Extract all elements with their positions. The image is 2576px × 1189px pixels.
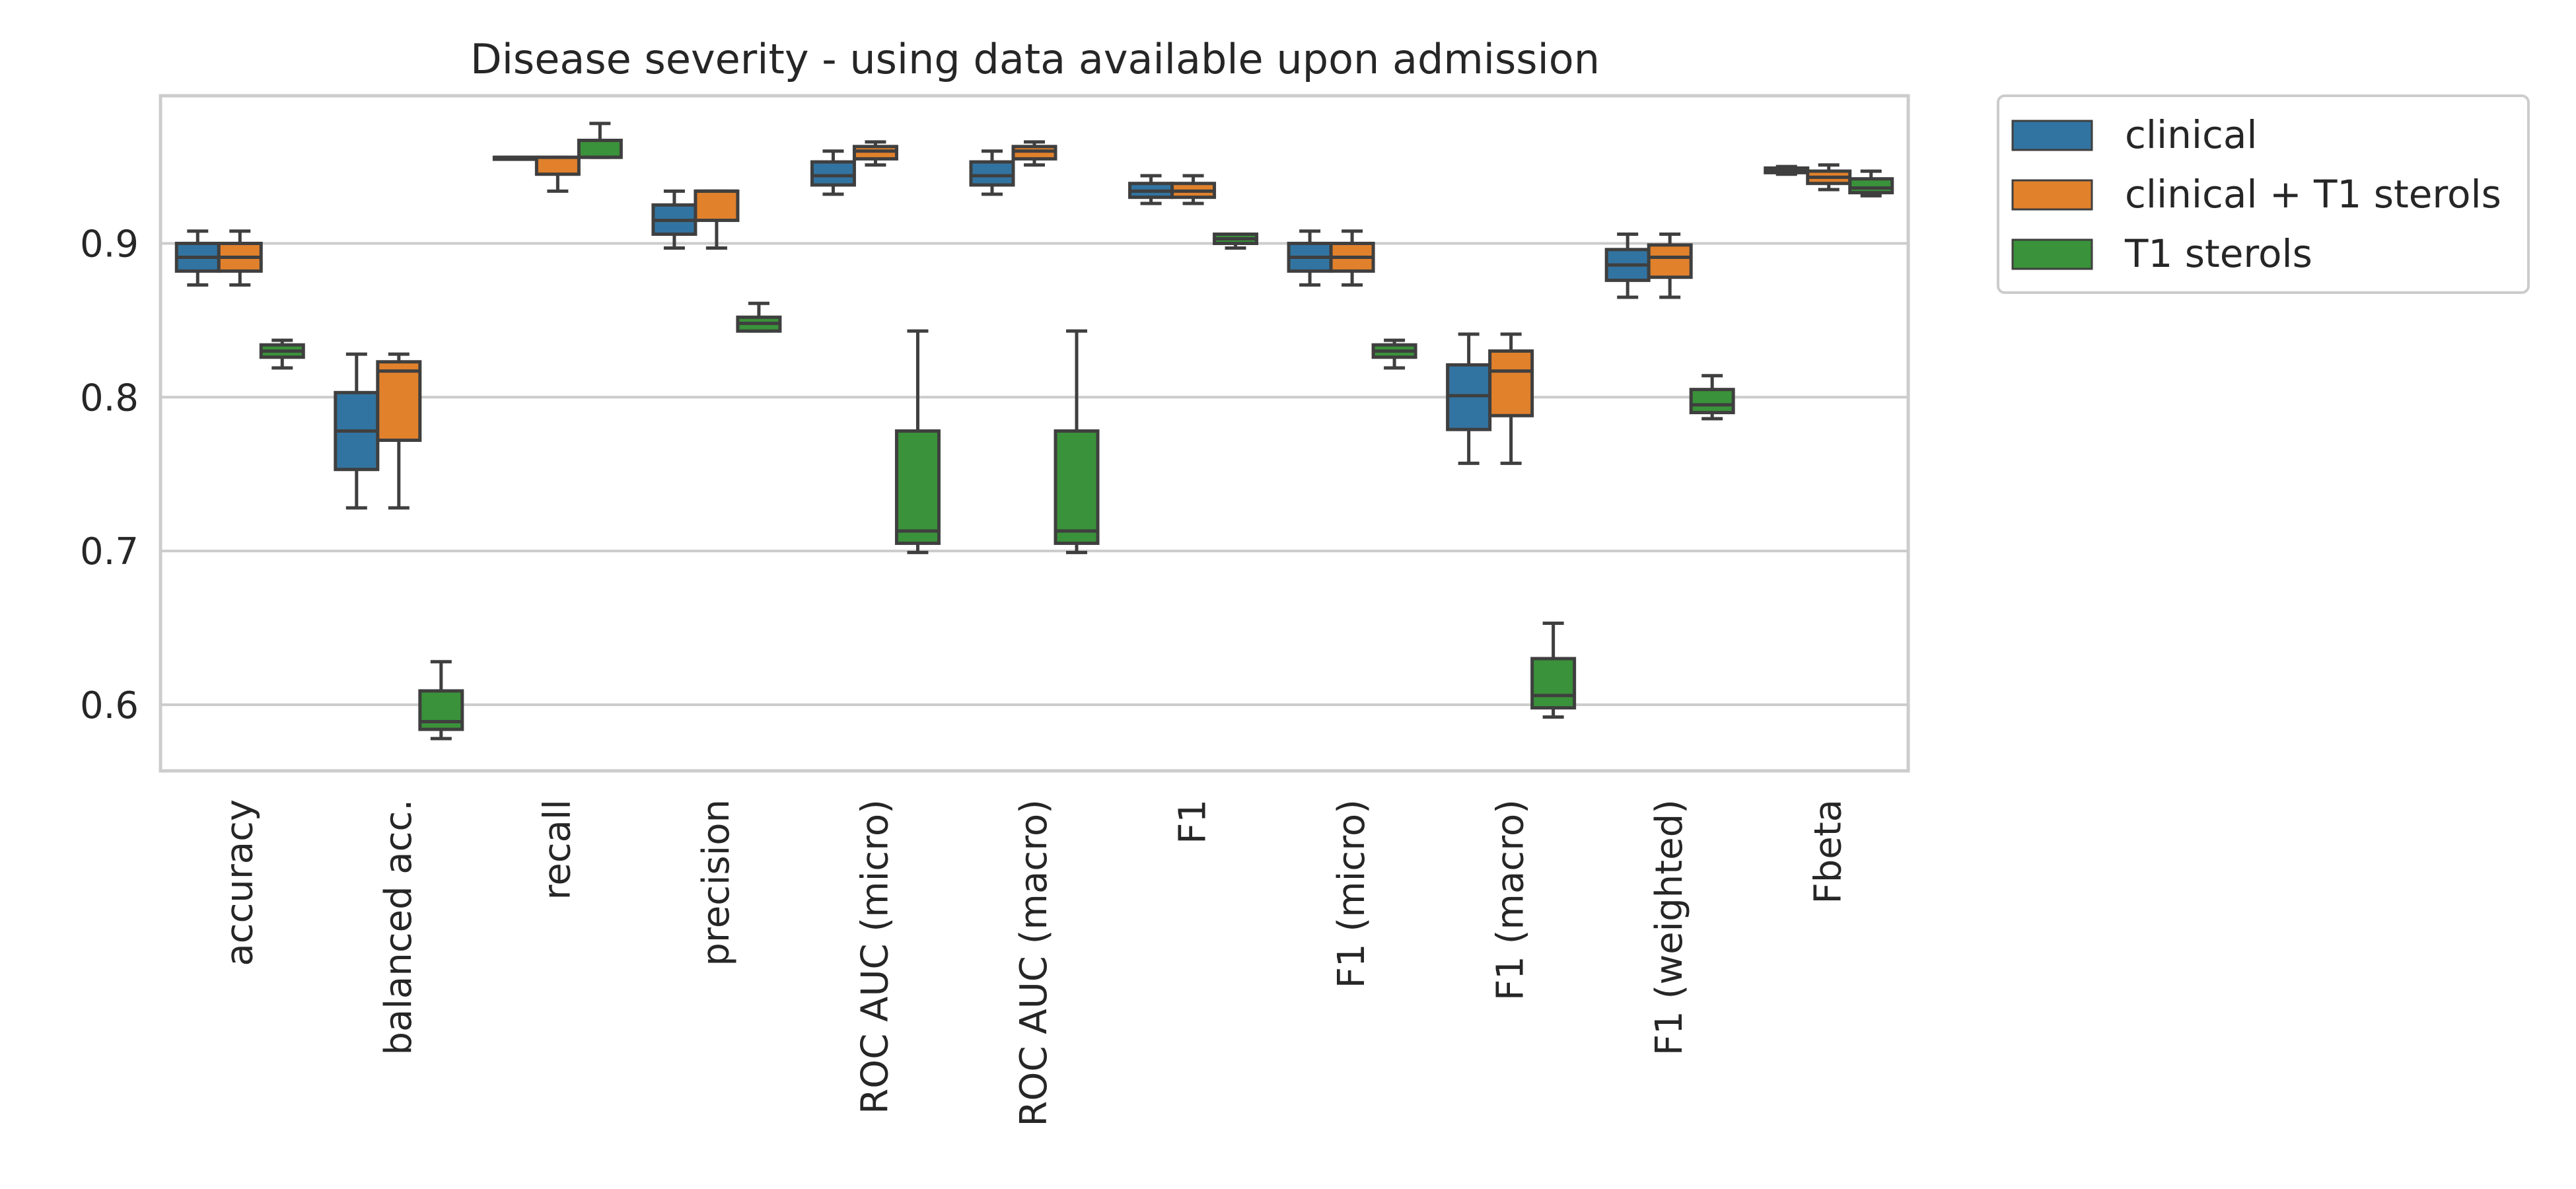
- box: [577, 139, 623, 159]
- plot-area-frame: [159, 94, 1910, 773]
- y-tick-label: 0.7: [80, 530, 139, 573]
- box: [810, 160, 856, 187]
- box: [894, 429, 941, 545]
- box-plot: [694, 189, 740, 250]
- x-tick-label: ROC AUC (micro): [853, 799, 896, 1114]
- box: [534, 155, 581, 176]
- box-plot: [334, 352, 380, 510]
- box: [1647, 243, 1693, 279]
- legend-label: clinical: [2125, 112, 2258, 157]
- box-plot: [534, 155, 581, 193]
- box-plot: [1128, 174, 1174, 205]
- grid-lines: [161, 242, 1908, 706]
- box-plot: [736, 301, 782, 333]
- box: [1054, 429, 1100, 545]
- box-plot: [577, 122, 623, 159]
- box-plot: [1530, 622, 1577, 719]
- box-plot: [1848, 169, 1894, 198]
- box-plot: [1488, 332, 1534, 465]
- box-plot: [376, 352, 422, 510]
- box-plot: [1287, 229, 1333, 287]
- box: [1689, 388, 1735, 415]
- box-plot: [492, 155, 538, 161]
- box: [418, 689, 464, 731]
- box: [1848, 177, 1894, 195]
- box-plot: [894, 329, 941, 554]
- box-plot: [418, 660, 464, 740]
- y-tick-label: 0.8: [80, 377, 139, 419]
- box-plot: [259, 338, 305, 370]
- box-plot: [1170, 174, 1217, 205]
- x-tick-labels: accuracy balanced acc. recall precision ROC …: [218, 799, 1849, 1127]
- legend-swatch: [2011, 179, 2093, 211]
- box: [969, 160, 1015, 187]
- box-plot: [1371, 338, 1417, 370]
- box-groups: [174, 122, 1894, 740]
- legend-frame: [1997, 94, 2530, 294]
- y-tick-labels: 0.6 0.7 0.8 0.9: [80, 223, 139, 727]
- y-tick-label: 0.6: [80, 684, 139, 727]
- x-tick-label: recall: [536, 799, 579, 900]
- x-tick-label: precision: [695, 799, 738, 966]
- box: [376, 360, 422, 442]
- y-tick-label: 0.9: [80, 223, 139, 266]
- x-tick-label: F1 (macro): [1489, 799, 1532, 1001]
- legend: clinical clinical + T1 sterols T1 sterols: [1997, 94, 2530, 294]
- box-plot: [1689, 374, 1735, 421]
- x-tick-label: F1 (micro): [1330, 799, 1373, 988]
- box-plot: [174, 229, 221, 287]
- box-plot: [217, 229, 263, 287]
- box: [1530, 657, 1577, 710]
- x-tick-label: F1 (weighted): [1648, 799, 1691, 1056]
- box-plot: [1011, 140, 1057, 167]
- box-plot: [810, 149, 856, 196]
- box: [694, 189, 740, 223]
- series-clinical-t1-sterols: [217, 140, 1852, 510]
- x-tick-label: balanced acc.: [377, 799, 420, 1056]
- box: [1488, 349, 1534, 417]
- box-plot: [1054, 329, 1100, 554]
- x-tick-label: accuracy: [218, 799, 261, 966]
- box-plot: [1647, 233, 1693, 299]
- box-plot: [1764, 164, 1810, 176]
- x-tick-label: Fbeta: [1807, 799, 1850, 904]
- x-tick-label: F1: [1172, 799, 1215, 844]
- box-plot: [1213, 233, 1259, 250]
- box-plot: [852, 140, 898, 167]
- x-tick-label: ROC AUC (macro): [1013, 799, 1055, 1127]
- box-plot: [969, 149, 1015, 196]
- legend-swatch: [2011, 238, 2093, 270]
- legend-label: clinical + T1 sterols: [2125, 172, 2501, 217]
- chart-title: Disease severity - using data available …: [470, 35, 1600, 83]
- box-plot: [1446, 332, 1492, 465]
- box-plot: [1329, 229, 1375, 287]
- series-t1-sterols: [259, 122, 1894, 740]
- box-plot: [1604, 233, 1651, 299]
- box-plot: [651, 189, 698, 250]
- legend-label: T1 sterols: [2124, 231, 2312, 276]
- legend-swatch: [2011, 120, 2093, 151]
- series-clinical: [174, 149, 1810, 510]
- box-plot: [1806, 163, 1852, 192]
